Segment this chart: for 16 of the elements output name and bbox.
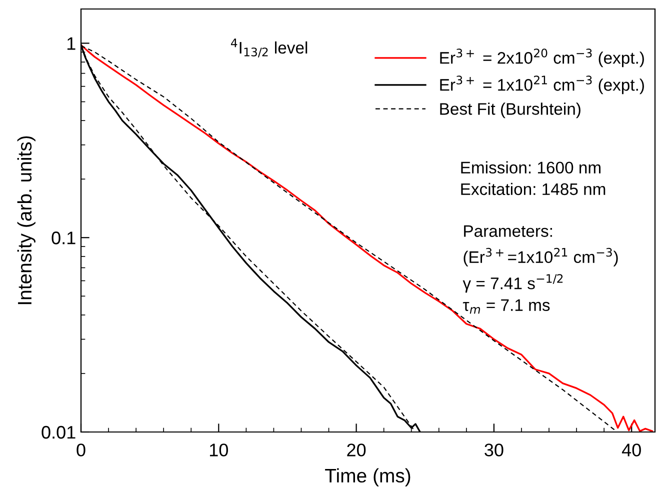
- x-tick-label: 10: [210, 444, 228, 456]
- annotation: Emission: 1600 nm Excitation: 1485 nm: [461, 161, 606, 196]
- y-tick-label: 1: [67, 37, 76, 50]
- text: Parameters: (Er$^{3+}$=1x10$^{21}$ cm$^{−3}$) γ = 7.41 s$^{−1/2}$ τ$_{m}$ = 7.1 ms: [462, 225, 618, 314]
- x-tick-label: 20: [347, 444, 366, 456]
- x-tick-label: 0: [76, 444, 86, 456]
- legend-label: Er$^{3+}$ = 1x10$^{21}$ cm$^{−3}$ (expt.): [440, 76, 644, 94]
- annotation: $^{4}$I$_{13/2}$ level: [230, 38, 308, 58]
- y-tick-label: 0.1: [52, 232, 76, 244]
- legend-label: Best Fit (Burshtein): [440, 102, 580, 118]
- y-tick-label: 0.01: [42, 426, 76, 439]
- legend-label: Er$^{3+}$ = 2x10$^{20}$ cm$^{−3}$ (expt.): [440, 48, 644, 68]
- x-tick-label: 30: [484, 444, 504, 456]
- x-axis-title: Time (ms): [325, 468, 410, 486]
- y-axis-title: Intensity (arb. units): [17, 136, 36, 304]
- x-tick-label: 40: [622, 444, 641, 456]
